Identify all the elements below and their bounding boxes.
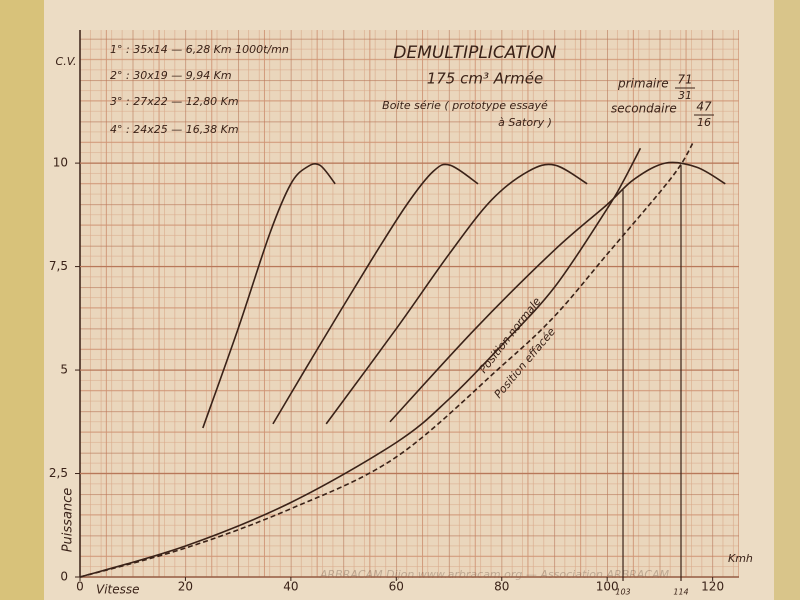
ratio-label: secondaire [611, 102, 677, 116]
ratio-label: primaire [617, 77, 669, 91]
gearing: 3° : 27x22 — 12,80 Km [110, 95, 239, 108]
speed-marker-label: 103 [615, 588, 630, 597]
note: Boite série ( prototype essayé [382, 99, 548, 112]
chart-subtitle: 175 cm³ Armée [427, 70, 544, 88]
x-tick-label: 80 [494, 580, 509, 594]
curve [389, 161, 726, 423]
folder-edge [0, 0, 44, 600]
gearing: 4° : 24x25 — 16,38 Km [110, 123, 239, 136]
folder-edge [774, 0, 800, 600]
y-tick-label: 5 [60, 363, 68, 377]
curve [325, 163, 588, 425]
curve [79, 142, 694, 578]
x-tick-label: 20 [178, 580, 193, 594]
curve [202, 163, 336, 429]
x-tick-label: 60 [389, 580, 404, 594]
graph-paper [80, 30, 739, 577]
x-tick-label: 120 [701, 580, 724, 594]
ratio-numerator: 71 [677, 73, 692, 87]
x-tick-label: 40 [283, 580, 298, 594]
x-tick-label: 0 [76, 580, 84, 594]
x-tick-label: 100 [596, 580, 619, 594]
ratio-numerator: 47 [696, 100, 712, 114]
chart-title: DEMULTIPLICATION [393, 43, 556, 63]
ratio-denominator: 31 [678, 89, 692, 102]
x-axis-title: Vitesse [96, 583, 140, 597]
y-axis-title: Puissance [61, 488, 76, 553]
gearing: 2° : 30x19 — 9,94 Km [110, 69, 232, 82]
curve [79, 147, 642, 578]
y-unit: C.V. [56, 55, 77, 68]
y-tick-label: 2,5 [49, 466, 68, 480]
ratio-denominator: 16 [697, 116, 711, 129]
y-tick-label: 10 [53, 156, 68, 170]
watermark: ARBRACAM Dijon www.arbracam.org — Associ… [319, 568, 670, 581]
note: à Satory ) [498, 116, 552, 129]
gearing: 1° : 35x14 — 6,28 Km 1000t/mn [110, 43, 289, 56]
y-tick-label: 7,5 [49, 259, 68, 273]
speed-marker-label: 114 [673, 588, 688, 597]
curve [272, 163, 479, 425]
x-unit: Kmh [728, 552, 753, 565]
y-tick-label: 0 [60, 570, 68, 584]
